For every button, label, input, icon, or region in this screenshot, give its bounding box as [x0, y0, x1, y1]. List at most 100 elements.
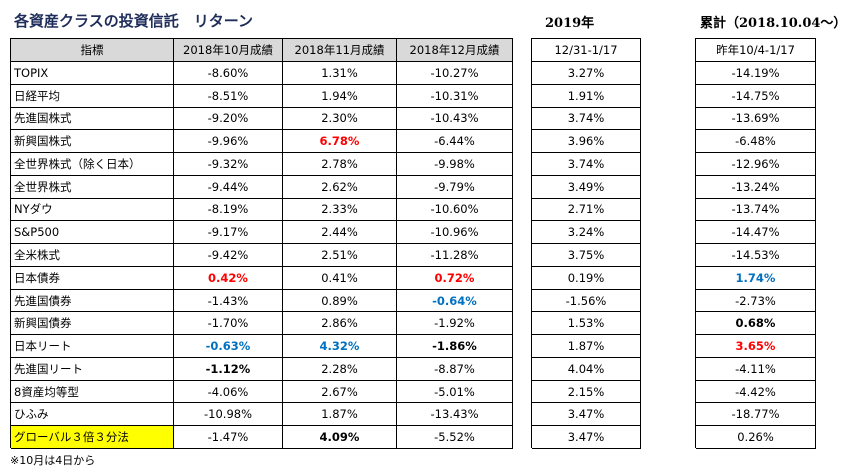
row-label: 日本リート [11, 335, 174, 358]
value-cell: -14.19% [696, 62, 816, 85]
value-cell: 2.44% [283, 221, 397, 245]
value-cell: 3.74% [532, 153, 641, 176]
row-label: 全世界株式 [11, 175, 174, 199]
value-cell: -14.47% [696, 221, 816, 245]
value-cell: 3.27% [532, 62, 641, 85]
value-cell: -9.42% [174, 244, 283, 267]
value-cell: 1.94% [283, 84, 397, 108]
value-cell: -10.60% [397, 198, 513, 222]
value-cell: 1.53% [532, 312, 641, 336]
value-cell: 1.91% [532, 84, 641, 108]
value-cell: -11.28% [397, 244, 513, 267]
value-cell: -9.20% [174, 107, 283, 131]
value-cell: -13.69% [696, 107, 816, 131]
header-cell: 12/31-1/17 [532, 39, 641, 62]
value-cell: -4.42% [696, 380, 816, 404]
value-cell: 4.32% [283, 335, 397, 358]
value-cell: 1.87% [532, 335, 641, 358]
row-label: TOPIX [11, 62, 174, 85]
value-cell: 2.30% [283, 107, 397, 131]
value-cell: -0.64% [397, 289, 513, 313]
value-cell: 3.65% [696, 335, 816, 358]
value-cell: -8.51% [174, 84, 283, 108]
value-cell: 3.47% [532, 403, 641, 427]
value-cell: -8.60% [174, 62, 283, 85]
value-cell: -1.92% [397, 312, 513, 336]
header-cell: 2018年10月成績 [174, 39, 283, 62]
cumulative-title: 累計（2018.10.04～） [700, 16, 841, 31]
value-cell: -9.79% [397, 175, 513, 199]
value-cell: 2.67% [283, 380, 397, 404]
value-cell: 4.09% [283, 426, 397, 449]
value-cell: -1.56% [532, 289, 641, 313]
value-cell: 3.75% [532, 244, 641, 267]
value-cell: 2.71% [532, 198, 641, 222]
row-label: 新興国債券 [11, 312, 174, 336]
value-cell: 3.47% [532, 426, 641, 449]
value-cell: 2.28% [283, 357, 397, 381]
value-cell: -14.53% [696, 244, 816, 267]
value-cell: -6.44% [397, 130, 513, 154]
value-cell: 0.41% [283, 266, 397, 290]
value-cell: -2.73% [696, 289, 816, 313]
value-cell: -10.31% [397, 84, 513, 108]
row-label: NYダウ [11, 198, 174, 222]
value-cell: -1.12% [174, 357, 283, 381]
value-cell: -18.77% [696, 403, 816, 427]
row-label: S&P500 [11, 221, 174, 245]
value-cell: -12.96% [696, 153, 816, 176]
value-cell: 2.78% [283, 153, 397, 176]
value-cell: -9.32% [174, 153, 283, 176]
header-cell: 2018年11月成績 [283, 39, 397, 62]
value-cell: 0.26% [696, 426, 816, 449]
row-label: 8資産均等型 [11, 380, 174, 404]
header-cell: 指標 [11, 39, 174, 62]
value-cell: 2.86% [283, 312, 397, 336]
row-label: 日経平均 [11, 84, 174, 108]
value-cell: -10.96% [397, 221, 513, 245]
value-cell: -13.74% [696, 198, 816, 222]
row-label: 先進国債券 [11, 289, 174, 313]
value-cell: 2.51% [283, 244, 397, 267]
value-cell: -0.63% [174, 335, 283, 358]
value-cell: 2.15% [532, 380, 641, 404]
value-cell: -5.52% [397, 426, 513, 449]
value-cell: -10.43% [397, 107, 513, 131]
value-cell: -6.48% [696, 130, 816, 154]
row-label: 日本債券 [11, 266, 174, 290]
value-cell: 3.96% [532, 130, 641, 154]
value-cell: -10.98% [174, 403, 283, 427]
value-cell: -13.43% [397, 403, 513, 427]
row-label: ひふみ [11, 403, 174, 427]
value-cell: -9.44% [174, 175, 283, 199]
value-cell: 3.49% [532, 175, 641, 199]
value-cell: -13.24% [696, 175, 816, 199]
value-cell: -5.01% [397, 380, 513, 404]
value-cell: -8.19% [174, 198, 283, 222]
value-cell: -9.17% [174, 221, 283, 245]
value-cell: 1.87% [283, 403, 397, 427]
value-cell: 2.62% [283, 175, 397, 199]
value-cell: 0.89% [283, 289, 397, 313]
value-cell: 6.78% [283, 130, 397, 154]
value-cell: -1.70% [174, 312, 283, 336]
footnote: ※10月は4日から [10, 454, 96, 467]
value-cell: 4.04% [532, 357, 641, 381]
value-cell: 1.74% [696, 266, 816, 290]
year-title: 2019年 [545, 16, 595, 31]
value-cell: -1.43% [174, 289, 283, 313]
header-cell: 昨年10/4-1/17 [696, 39, 816, 62]
row-label: グローバル３倍３分法 [11, 426, 174, 449]
main-table: 指標 2018年10月成績 2018年11月成績 2018年12月成績 TOPIX -8.… [10, 38, 513, 449]
value-cell: 2.33% [283, 198, 397, 222]
value-cell: -1.47% [174, 426, 283, 449]
year-table: 12/31-1/17 3.27% 1.91% 3.74% 3.96% 3.74% 3.49%… [531, 38, 641, 449]
row-label: 全米株式 [11, 244, 174, 267]
value-cell: 1.31% [283, 62, 397, 85]
value-cell: -4.06% [174, 380, 283, 404]
value-cell: -9.96% [174, 130, 283, 154]
value-cell: 3.24% [532, 221, 641, 245]
row-label: 新興国株式 [11, 130, 174, 154]
value-cell: -9.98% [397, 153, 513, 176]
